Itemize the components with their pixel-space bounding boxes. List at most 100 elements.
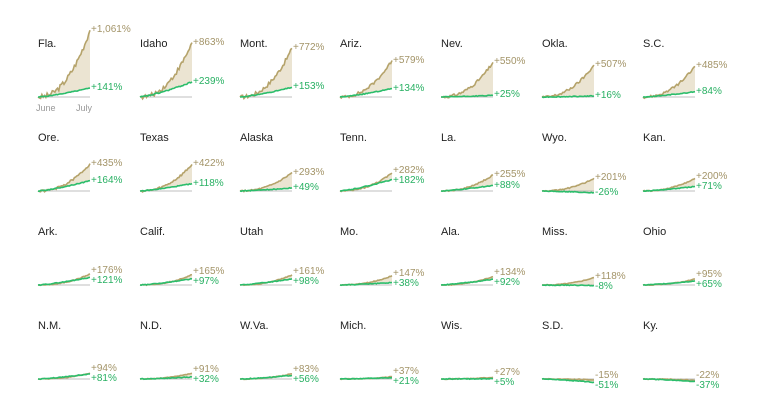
green-end-label: +16% [595, 90, 621, 101]
gap-area [643, 66, 695, 99]
panel-ark: Ark. +176% +121% [37, 226, 138, 316]
panel-ala: Ala. +134% +92% [440, 226, 541, 316]
state-title: Mont. [240, 38, 268, 50]
state-title: N.M. [38, 320, 62, 332]
state-title: W.Va. [240, 320, 269, 332]
tan-end-label: +37% [393, 366, 419, 378]
green-end-label: +92% [494, 276, 520, 288]
tan-end-label: +485% [696, 60, 728, 72]
tan-end-label: -22% [696, 369, 720, 381]
green-series-line [139, 182, 193, 192]
panel-chart [440, 61, 494, 99]
tan-end-label: +550% [494, 56, 526, 68]
state-title: Texas [140, 132, 169, 144]
tan-end-label: +293% [293, 166, 325, 178]
panel-wva: W.Va. +83% +56% [239, 320, 340, 410]
state-title: Mich. [340, 320, 367, 332]
gap-area [38, 30, 90, 99]
green-series-line [541, 190, 595, 194]
panel-calif: Calif. +165% +97% [139, 226, 240, 316]
green-series-line [339, 281, 393, 287]
state-title: Idaho [140, 38, 168, 50]
state-title: N.D. [140, 320, 162, 332]
green-end-label: +49% [293, 181, 319, 193]
tan-end-label: +161% [293, 265, 325, 277]
green-series-line [37, 373, 91, 381]
panel-chart [339, 274, 393, 287]
green-series-line [642, 280, 696, 286]
panel-chart [642, 278, 696, 287]
tan-end-label: +118% [595, 270, 626, 282]
gap-area [240, 48, 292, 99]
panel-texas: Texas +422% +118% [139, 132, 240, 222]
green-series-line [642, 185, 696, 193]
state-title: S.C. [643, 38, 665, 50]
green-end-label: +81% [91, 372, 117, 384]
state-title: Okla. [542, 38, 568, 50]
tan-end-label: +1,061% [91, 24, 131, 36]
panel-ohio: Ohio +95% +65% [642, 226, 743, 316]
panel-chart [440, 174, 494, 193]
panel-chart [37, 372, 91, 381]
panel-wyo: Wyo. +201% -26% [541, 132, 642, 222]
state-title: Ala. [441, 226, 460, 238]
green-series-line [37, 276, 91, 287]
green-end-label: +164% [91, 174, 123, 186]
state-title: Ariz. [340, 38, 362, 50]
green-series-line [239, 374, 293, 380]
panel-chart [239, 171, 293, 193]
panel-fla: Fla. +1,061% +141% June July [36, 25, 138, 128]
tan-end-label: -15% [595, 370, 619, 382]
green-series-line [440, 278, 493, 286]
panel-chart [37, 163, 91, 193]
green-end-label: +98% [293, 275, 319, 287]
green-end-label: +84% [696, 85, 722, 97]
tan-end-label: +94% [91, 362, 117, 374]
state-title: Tenn. [340, 132, 367, 144]
green-series-line [642, 90, 696, 99]
gap-area [542, 277, 594, 286]
panel-la: La. +255% +88% [440, 132, 541, 222]
panel-chart [239, 47, 293, 100]
state-title: Calif. [140, 226, 166, 238]
panel-mont: Mont. +772% +153% [239, 38, 340, 128]
green-series-line [139, 81, 193, 98]
green-end-label: +65% [696, 278, 722, 290]
tan-end-label: +772% [293, 42, 325, 54]
state-title: Wis. [441, 320, 463, 332]
panel-alaska: Alaska +293% +49% [239, 132, 340, 222]
panel-tenn: Tenn. +282% +182% [339, 132, 440, 222]
tan-end-label: +255% [494, 168, 526, 180]
panel-chart [139, 163, 193, 194]
green-series-line [339, 178, 393, 192]
green-end-label: +32% [193, 374, 219, 386]
green-series-line [440, 377, 494, 381]
panel-chart [642, 177, 696, 193]
panel-nm: N.M. +94% +81% [37, 320, 138, 410]
green-end-label: +153% [293, 81, 325, 93]
gap-area [240, 172, 292, 192]
panel-okla: Okla. +507% +16% [541, 38, 642, 128]
state-title: Ky. [643, 320, 659, 332]
tan-end-label: +147% [393, 268, 425, 280]
panel-chart [541, 276, 595, 287]
panel-chart [440, 376, 494, 381]
panel-kan: Kan. +200% +71% [642, 132, 743, 222]
state-title: Alaska [240, 132, 274, 144]
panel-ariz: Ariz. +579% +134% [339, 38, 440, 128]
green-series-line [541, 283, 595, 287]
x-tick-label: June [36, 103, 56, 113]
green-end-label: -26% [595, 186, 619, 198]
panel-miss: Miss. +118% -8% [541, 226, 642, 316]
panel-chart [139, 273, 193, 287]
gap-area [140, 42, 192, 99]
green-end-label: +25% [494, 89, 520, 101]
green-end-label: +88% [494, 179, 520, 191]
panel-chart [239, 274, 293, 287]
state-title: Utah [240, 226, 264, 238]
tan-end-label: +83% [293, 363, 319, 375]
tan-end-label: +91% [193, 364, 219, 376]
panel-ore: Ore. +435% +164% [37, 132, 138, 222]
green-series-line [541, 94, 595, 99]
tan-end-label: +435% [91, 157, 123, 169]
